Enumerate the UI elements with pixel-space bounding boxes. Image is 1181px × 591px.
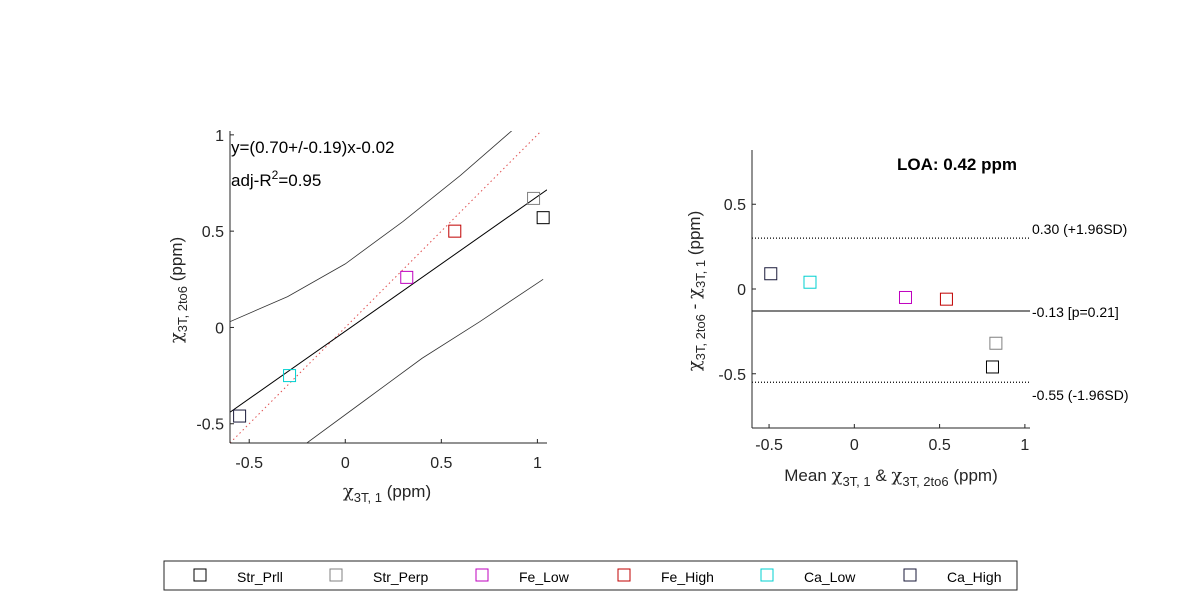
legend-item-fe-low: Fe_Low <box>475 568 570 585</box>
legend-marker <box>903 568 917 582</box>
x-tick-label: 0.5 <box>928 437 950 454</box>
x-tick-label: 0.5 <box>430 455 452 472</box>
legend-item-str-perp: Str_Perp <box>329 568 428 585</box>
confidence-band-lower <box>306 278 544 443</box>
data-point-ca-low <box>803 275 817 289</box>
legend-label: Fe_High <box>661 569 714 585</box>
legend-item-fe-high: Fe_High <box>617 568 714 585</box>
legend-items: Str_Prll Str_Perp Fe_Low Fe_High Ca_Low Ca_Hi… <box>193 568 1001 585</box>
legend-marker <box>193 568 207 582</box>
regression-line <box>230 189 547 413</box>
x-tick-label: 0 <box>341 455 350 472</box>
x-tick-label: -0.5 <box>235 455 263 472</box>
plot-title: LOA: 0.42 ppm <box>897 155 1017 174</box>
y-tick-label: 1 <box>215 128 224 145</box>
x-tick-label: -0.5 <box>755 437 783 454</box>
data-point-fe-high <box>939 292 953 306</box>
legend-marker <box>760 568 774 582</box>
y-axis-label: χ3T, 2to6 - χ3T, 1 (ppm) <box>684 211 708 372</box>
legend-marker <box>329 568 343 582</box>
regression-plot-content <box>230 131 550 443</box>
y-tick-label: 0 <box>737 282 746 299</box>
regression-plot: -0.5 0 0.5 1 -0.5 0 0.5 1 y=(0.70+/-0.19)x-0.02… <box>166 128 550 505</box>
y-tick-label: -0.5 <box>718 367 746 384</box>
legend-marker <box>617 568 631 582</box>
bland-altman-plot-axes: -0.5 0 0.5 1 -0.5 0 0.5 <box>718 150 1030 454</box>
legend-label: Fe_Low <box>519 569 570 585</box>
x-tick-label: 1 <box>1020 437 1029 454</box>
regression-plot-axes: -0.5 0 0.5 1 -0.5 0 0.5 1 <box>196 128 547 472</box>
upper-loa-label: 0.30 (+1.96SD) <box>1032 221 1127 237</box>
y-axis-label: χ3T, 2to6 (ppm) <box>166 237 190 343</box>
legend-box <box>163 560 1018 591</box>
mean-difference-label: -0.13 [p=0.21] <box>1032 304 1119 320</box>
y-tick-label: 0 <box>215 320 224 337</box>
legend-label: Str_Prll <box>237 569 283 585</box>
y-tick-label: 0.5 <box>724 197 746 214</box>
bland-altman-plot: -0.5 0 0.5 1 -0.5 0 0.5 LOA: 0.42 ppm 0.30 (+1… <box>684 150 1128 489</box>
y-tick-label: 0.5 <box>202 224 224 241</box>
x-tick-label: 0 <box>850 437 859 454</box>
adj-r2-annotation: adj-R2=0.95 <box>231 168 321 190</box>
lower-loa-label: -0.55 (-1.96SD) <box>1032 387 1128 403</box>
data-point-str-prll <box>536 211 550 225</box>
x-tick-label: 1 <box>533 455 542 472</box>
data-point-ca-high <box>233 409 247 423</box>
data-point-str-perp <box>527 191 541 205</box>
legend-item-str-prll: Str_Prll <box>193 568 283 585</box>
data-point-str-prll <box>985 360 999 374</box>
identity-line <box>230 131 542 443</box>
legend-label: Str_Perp <box>373 569 428 585</box>
legend-item-ca-high: Ca_High <box>903 568 1001 585</box>
data-point-fe-low <box>898 290 912 304</box>
legend: Str_Prll Str_Perp Fe_Low Fe_High Ca_Low Ca_Hi… <box>163 560 1018 591</box>
y-tick-label: -0.5 <box>196 417 224 434</box>
data-point-str-perp <box>989 336 1003 350</box>
data-point-fe-low <box>400 270 414 284</box>
fit-equation-annotation: y=(0.70+/-0.19)x-0.02 <box>231 138 394 157</box>
legend-marker <box>475 568 489 582</box>
data-point-fe-high <box>448 224 462 238</box>
confidence-band-upper <box>230 131 513 323</box>
bland-altman-plot-content <box>752 237 1030 383</box>
data-point-ca-high <box>764 267 778 281</box>
legend-label: Ca_Low <box>804 569 856 585</box>
x-axis-label: χ3T, 1 (ppm) <box>343 481 431 505</box>
legend-label: Ca_High <box>947 569 1001 585</box>
legend-item-ca-low: Ca_Low <box>760 568 856 585</box>
data-point-ca-low <box>283 369 297 383</box>
x-axis-label: Mean χ3T, 1 & χ3T, 2to6 (ppm) <box>784 465 997 489</box>
